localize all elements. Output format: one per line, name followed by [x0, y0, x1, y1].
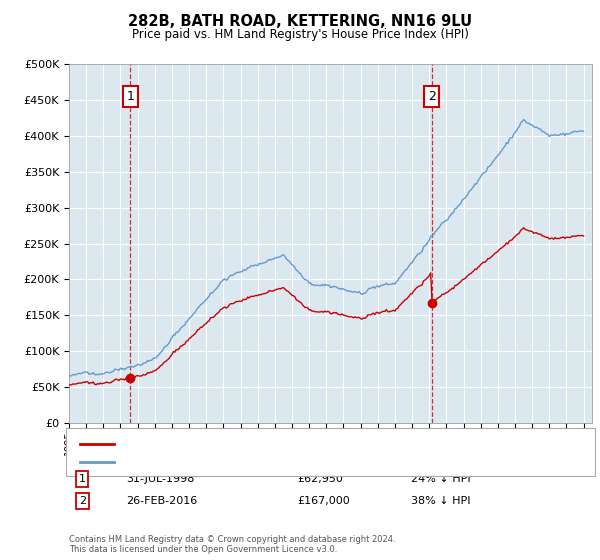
- Text: 282B, BATH ROAD, KETTERING, NN16 9LU (detached house): 282B, BATH ROAD, KETTERING, NN16 9LU (de…: [120, 438, 433, 449]
- Text: 24% ↓ HPI: 24% ↓ HPI: [411, 474, 470, 484]
- Text: HPI: Average price, detached house, North Northamptonshire: HPI: Average price, detached house, Nort…: [120, 457, 440, 467]
- Text: 26-FEB-2016: 26-FEB-2016: [126, 496, 197, 506]
- Text: Contains HM Land Registry data © Crown copyright and database right 2024.
This d: Contains HM Land Registry data © Crown c…: [69, 535, 395, 554]
- Text: 31-JUL-1998: 31-JUL-1998: [126, 474, 194, 484]
- Text: £167,000: £167,000: [297, 496, 350, 506]
- Text: 2: 2: [428, 90, 436, 103]
- Text: 38% ↓ HPI: 38% ↓ HPI: [411, 496, 470, 506]
- Text: 282B, BATH ROAD, KETTERING, NN16 9LU: 282B, BATH ROAD, KETTERING, NN16 9LU: [128, 14, 472, 29]
- Text: 2: 2: [79, 496, 86, 506]
- Text: 1: 1: [127, 90, 134, 103]
- Text: £62,950: £62,950: [297, 474, 343, 484]
- Text: Price paid vs. HM Land Registry's House Price Index (HPI): Price paid vs. HM Land Registry's House …: [131, 28, 469, 41]
- Text: 1: 1: [79, 474, 86, 484]
